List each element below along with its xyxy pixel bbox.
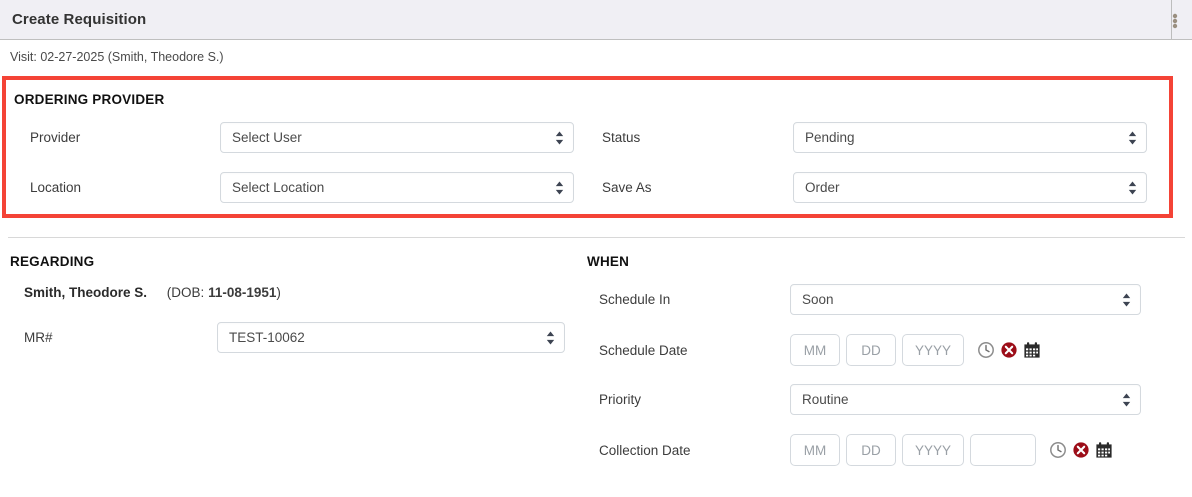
field-location: Location Select Location <box>30 172 574 203</box>
field-status: Status Pending <box>602 122 1147 153</box>
priority-value: Routine <box>802 392 849 407</box>
status-select[interactable]: Pending <box>793 122 1147 153</box>
page-title: Create Requisition <box>12 11 147 28</box>
window-header: Create Requisition <box>0 0 1192 40</box>
save-as-select-value: Order <box>805 180 840 195</box>
field-label-schedule-in: Schedule In <box>599 292 671 307</box>
chevron-updown-icon <box>1128 131 1137 144</box>
schedule-date-day-input[interactable]: DD <box>846 334 896 366</box>
clear-icon[interactable] <box>1071 441 1090 460</box>
field-label-save-as: Save As <box>602 180 652 195</box>
ordering-provider-heading: ORDERING PROVIDER <box>14 92 165 107</box>
chevron-updown-icon <box>1122 293 1131 306</box>
save-as-select[interactable]: Order <box>793 172 1147 203</box>
collection-date-time-input[interactable] <box>970 434 1036 466</box>
schedule-date-group: MM DD YYYY <box>790 334 1041 366</box>
regarding-heading: REGARDING <box>10 254 95 269</box>
chevron-updown-icon <box>555 131 564 144</box>
status-select-value: Pending <box>805 130 855 145</box>
mr-number-value: TEST-10062 <box>229 330 305 345</box>
field-label-status: Status <box>602 130 641 145</box>
field-label-provider: Provider <box>30 130 81 145</box>
header-divider <box>1171 0 1172 39</box>
patient-name: Smith, Theodore S. <box>24 285 148 300</box>
schedule-date-month-input[interactable]: MM <box>790 334 840 366</box>
location-select-value: Select Location <box>232 180 325 195</box>
field-label-location: Location <box>30 180 82 195</box>
field-priority: Priority Routine <box>599 384 1141 415</box>
patient-summary: Smith, Theodore S. (DOB: 11-08-1951) <box>24 285 281 300</box>
dob-value: 11-08-1951 <box>208 285 277 300</box>
clock-icon[interactable] <box>1048 441 1067 460</box>
collection-date-year-input[interactable]: YYYY <box>902 434 964 466</box>
chevron-updown-icon <box>1122 393 1131 406</box>
priority-select[interactable]: Routine <box>790 384 1141 415</box>
field-label-priority: Priority <box>599 392 642 407</box>
collection-date-month-input[interactable]: MM <box>790 434 840 466</box>
schedule-in-select[interactable]: Soon <box>790 284 1141 315</box>
patient-dob: (DOB: 11-08-1951) <box>167 285 281 300</box>
chevron-updown-icon <box>546 331 555 344</box>
mr-number-select[interactable]: TEST-10062 <box>217 322 565 353</box>
location-select[interactable]: Select Location <box>220 172 574 203</box>
visit-info: Visit: 02-27-2025 (Smith, Theodore S.) <box>10 50 224 64</box>
field-mr-number: MR# TEST-10062 <box>24 322 565 353</box>
field-label-collection-date: Collection Date <box>599 442 691 458</box>
dob-close-paren: ) <box>276 285 281 300</box>
field-save-as: Save As Order <box>602 172 1147 203</box>
when-heading: WHEN <box>587 254 630 269</box>
field-provider: Provider Select User <box>30 122 574 153</box>
section-divider <box>8 237 1185 238</box>
field-schedule-in: Schedule In Soon <box>599 284 1141 315</box>
gear-icon[interactable] <box>1172 13 1192 29</box>
clock-icon[interactable] <box>976 341 995 360</box>
collection-date-day-input[interactable]: DD <box>846 434 896 466</box>
calendar-icon[interactable] <box>1022 341 1041 360</box>
schedule-in-value: Soon <box>802 292 834 307</box>
schedule-date-year-input[interactable]: YYYY <box>902 334 964 366</box>
chevron-updown-icon <box>1128 181 1137 194</box>
provider-select-value: Select User <box>232 130 302 145</box>
chevron-updown-icon <box>555 181 564 194</box>
calendar-icon[interactable] <box>1094 441 1113 460</box>
field-label-schedule-date: Schedule Date <box>599 342 688 358</box>
field-schedule-date: Schedule Date MM DD YYYY <box>599 334 1041 366</box>
dob-label: (DOB: <box>166 285 205 300</box>
ordering-provider-section: ORDERING PROVIDER Provider Select User L… <box>2 76 1173 218</box>
field-label-mr-number: MR# <box>24 330 53 345</box>
collection-date-group: MM DD YYYY <box>790 434 1113 466</box>
field-collection-date: Collection Date MM DD YYYY <box>599 434 1113 466</box>
provider-select[interactable]: Select User <box>220 122 574 153</box>
clear-icon[interactable] <box>999 341 1018 360</box>
